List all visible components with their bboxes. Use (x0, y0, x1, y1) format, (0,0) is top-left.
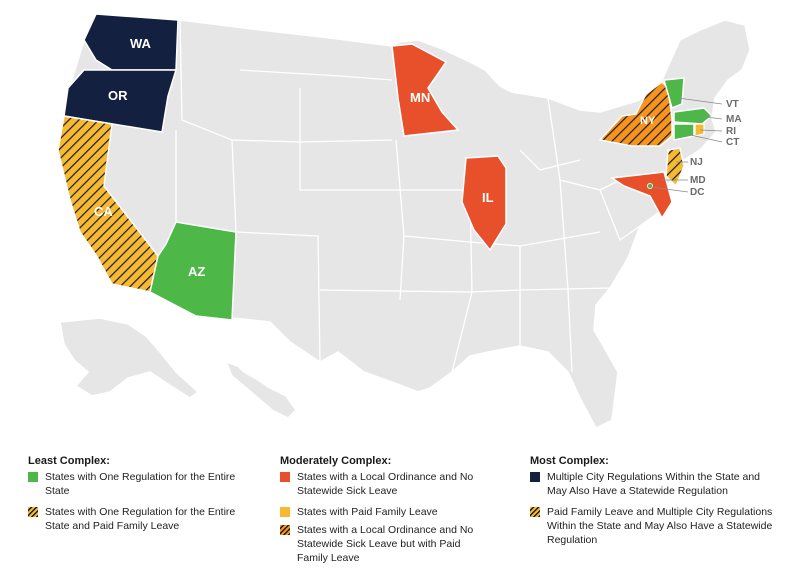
state-az (149, 221, 237, 321)
legend-text: States with One Regulation for the Entir… (45, 471, 236, 497)
state-ak (59, 317, 200, 399)
label-ct: CT (726, 137, 739, 148)
state-vt (663, 77, 685, 110)
state-md (609, 171, 673, 220)
legend-item: States with a Local Ordinance and No Sta… (280, 470, 485, 498)
label-md: MD (690, 175, 706, 186)
state-il (461, 155, 507, 252)
label-ca: CA (94, 204, 113, 219)
state-dc (647, 182, 654, 189)
state-ca (57, 115, 159, 293)
legend-text: States with a Local Ordinance and No Sta… (297, 471, 474, 497)
legend-item: States with Paid Family Leave (280, 505, 485, 519)
label-ny: NY (640, 115, 656, 127)
label-wa: WA (130, 36, 152, 51)
label-mn: MN (410, 90, 430, 105)
state-hi (224, 360, 297, 419)
legend-text: States with a Local Ordinance and No Sta… (297, 524, 474, 564)
label-vt: VT (726, 99, 739, 110)
state-nj (665, 147, 685, 188)
legend-item: Paid Family Leave and Multiple City Regu… (530, 505, 775, 547)
state-or (63, 69, 178, 133)
legend-item: States with One Regulation for the Entir… (28, 505, 253, 533)
map-legend: Least Complex: States with One Regulatio… (0, 455, 790, 571)
red-swatch (280, 472, 290, 482)
legend-text: States with One Regulation for the Entir… (45, 506, 236, 532)
label-dc: DC (690, 187, 704, 198)
legend-heading-most: Most Complex: (530, 455, 609, 467)
label-or: OR (108, 88, 128, 103)
label-nj: NJ (690, 157, 703, 168)
legend-text: Multiple City Regulations Within the Sta… (547, 471, 761, 497)
legend-text: States with Paid Family Leave (297, 506, 438, 518)
label-ma: MA (726, 114, 742, 125)
hatched-yellow-swatch (28, 507, 38, 517)
legend-heading-moderate: Moderately Complex: (280, 455, 392, 467)
yellow-swatch (280, 507, 290, 517)
legend-moderately-complex: Moderately Complex: States with a Local … (280, 455, 485, 572)
hatched-yellow-swatch (530, 507, 540, 517)
legend-text: Paid Family Leave and Multiple City Regu… (547, 506, 773, 546)
hatched-orange-swatch (280, 525, 290, 535)
navy-swatch (530, 472, 540, 482)
state-mn (391, 43, 460, 137)
label-il: IL (482, 190, 494, 205)
legend-heading-least: Least Complex: (28, 455, 110, 467)
state-ma (673, 107, 714, 125)
us-map: WA OR CA AZ MN IL NY VT MA RI CT NJ MD D… (57, 13, 751, 429)
state-ri (694, 123, 705, 137)
legend-item: Multiple City Regulations Within the Sta… (530, 470, 775, 498)
legend-least-complex: Least Complex: States with One Regulatio… (28, 455, 253, 540)
label-az: AZ (188, 264, 205, 279)
green-swatch (28, 472, 38, 482)
label-leader-lines (650, 97, 723, 193)
legend-most-complex: Most Complex: Multiple City Regulations … (530, 455, 775, 554)
legend-item: States with a Local Ordinance and No Sta… (280, 523, 485, 565)
label-ri: RI (726, 126, 736, 137)
legend-item: States with One Regulation for the Entir… (28, 470, 253, 498)
